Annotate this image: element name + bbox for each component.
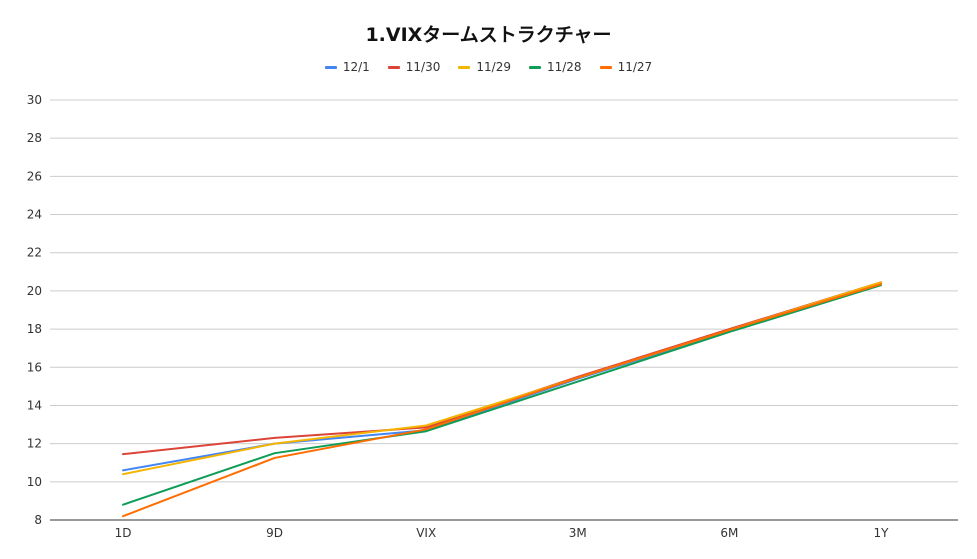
- legend-item: 11/29: [458, 60, 511, 74]
- legend-label: 12/1: [342, 60, 370, 74]
- y-tick-label: 20: [27, 284, 42, 298]
- y-tick-label: 26: [27, 169, 42, 183]
- legend-swatch: [387, 65, 400, 69]
- series-line: [122, 281, 882, 456]
- legend-label: 11/29: [476, 60, 511, 74]
- y-tick-label: 10: [27, 475, 42, 489]
- chart-title: 1.VIXタームストラクチャー: [365, 24, 612, 46]
- x-tick-label: 6M: [720, 526, 738, 540]
- legend-label: 11/30: [405, 60, 441, 74]
- x-tick-label: VIX: [416, 526, 436, 540]
- legend-swatch: [458, 65, 471, 69]
- x-tick-label: 3M: [569, 526, 587, 540]
- y-tick-label: 24: [27, 208, 42, 222]
- legend-item: 11/28: [528, 60, 582, 74]
- legend-item: 12/1: [324, 60, 370, 74]
- legend-swatch: [324, 65, 337, 69]
- x-tick-label: 9D: [266, 526, 283, 540]
- y-tick-label: 22: [27, 246, 42, 260]
- legend-label: 11/28: [546, 60, 582, 74]
- y-tick-label: 8: [34, 513, 42, 527]
- series-line: [122, 281, 882, 476]
- x-tick-label: 1Y: [874, 526, 890, 540]
- legend-item: 11/27: [599, 60, 653, 74]
- legend: 12/1 11/30 11/29 11/28 11/27: [0, 60, 977, 74]
- series-line: [122, 283, 882, 518]
- legend-item: 11/30: [387, 60, 441, 74]
- legend-swatch: [528, 65, 541, 69]
- y-tick-label: 14: [27, 398, 42, 412]
- y-tick-label: 18: [27, 322, 42, 336]
- x-tick-label: 1D: [115, 526, 132, 540]
- y-tick-label: 12: [27, 437, 42, 451]
- y-tick-label: 16: [27, 360, 42, 374]
- y-tick-label: 30: [27, 93, 42, 107]
- legend-swatch: [599, 65, 612, 69]
- legend-label: 11/27: [617, 60, 653, 74]
- series-line: [122, 284, 882, 506]
- y-tick-label: 28: [27, 131, 42, 145]
